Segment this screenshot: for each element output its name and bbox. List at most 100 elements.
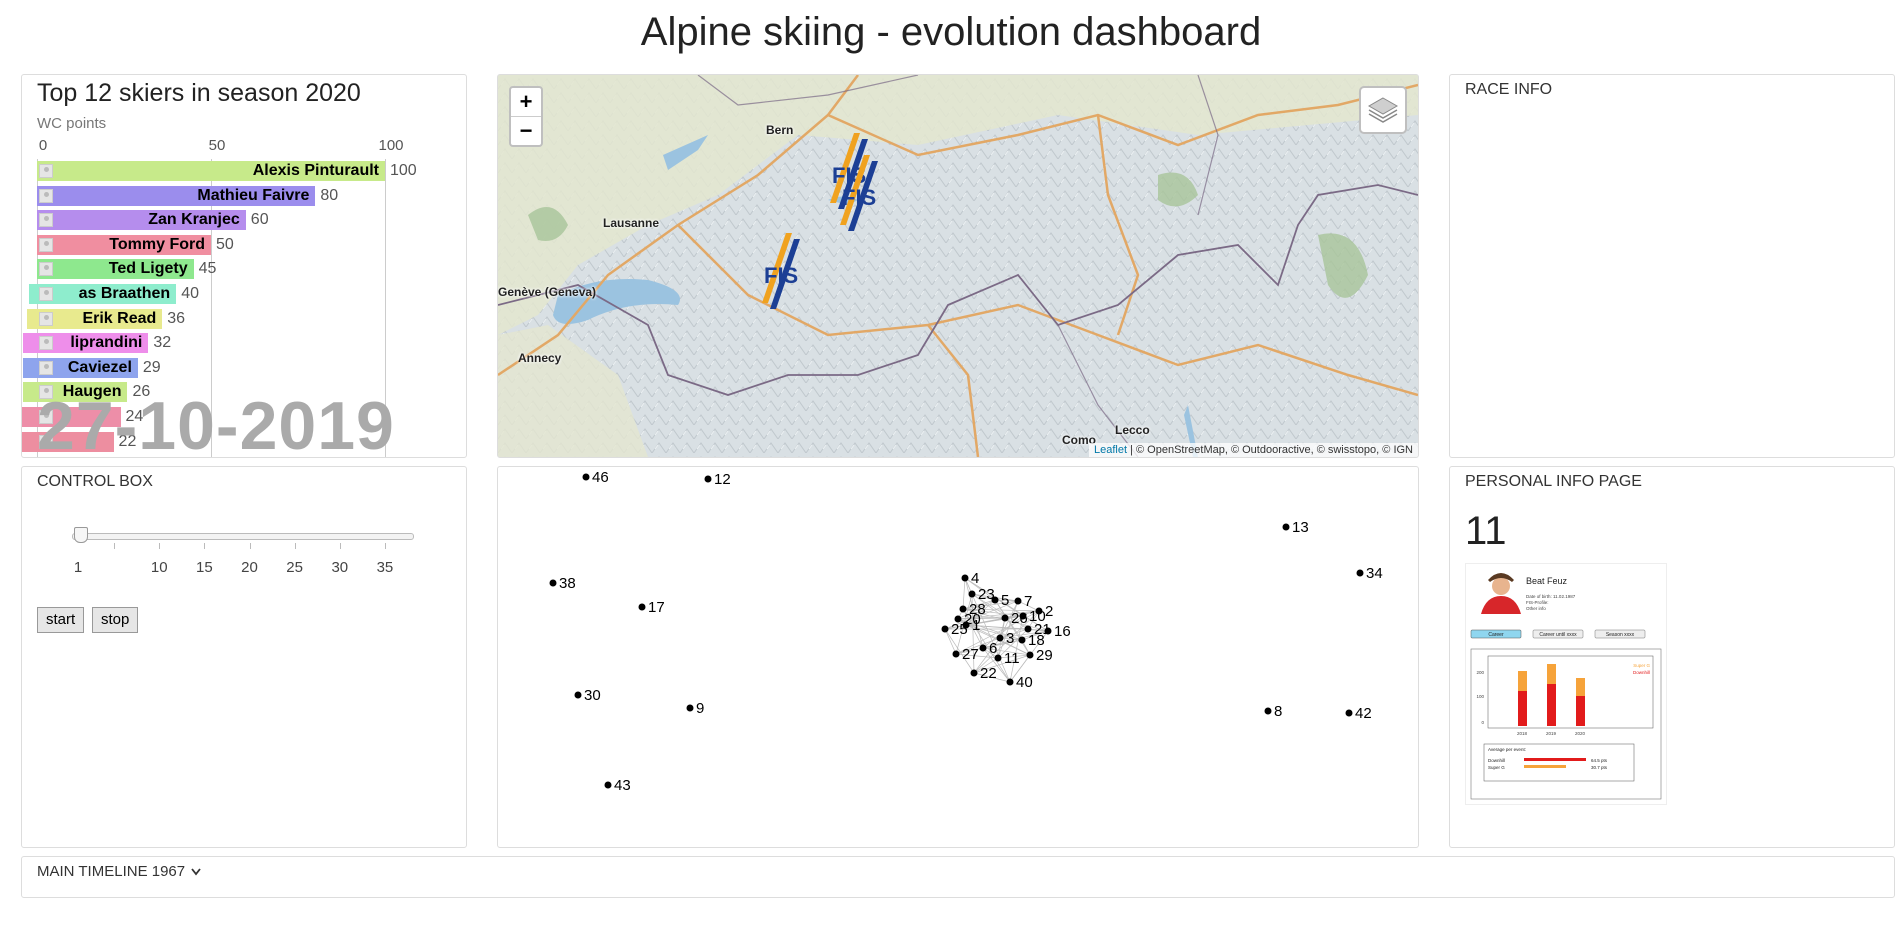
- skier-bar[interactable]: [22, 407, 121, 427]
- fis-marker[interactable]: FIS: [838, 155, 888, 235]
- svg-text:Super G: Super G: [1633, 663, 1650, 668]
- graph-edge: [962, 600, 1019, 610]
- skier-bar[interactable]: Haugen: [23, 382, 128, 403]
- skier-name: Haugen: [62, 383, 122, 401]
- graph-node[interactable]: [979, 644, 987, 652]
- graph-node-label: 11: [1004, 650, 1020, 667]
- graph-node[interactable]: [638, 603, 646, 611]
- slider-label: 15: [196, 559, 213, 576]
- graph-node[interactable]: [994, 654, 1002, 662]
- fis-marker[interactable]: FIS: [828, 133, 878, 213]
- svg-text:Downhill: Downhill: [1633, 670, 1650, 675]
- graph-node[interactable]: [1006, 678, 1014, 686]
- graph-node[interactable]: [582, 473, 590, 481]
- slider-tick: [249, 543, 251, 549]
- graph-node[interactable]: [549, 579, 557, 587]
- skier-points: 40: [181, 285, 199, 302]
- skier-bar[interactable]: as Braathen: [29, 284, 177, 304]
- graph-node[interactable]: [1035, 607, 1043, 615]
- profile-name: Beat Feuz: [1526, 576, 1568, 586]
- skier-points: 36: [167, 309, 186, 327]
- skier-bar[interactable]: liprandini: [23, 333, 149, 354]
- graph-node[interactable]: [952, 650, 960, 658]
- graph-node[interactable]: [574, 691, 582, 699]
- skier-avatar-icon: [39, 410, 53, 424]
- graph-node[interactable]: [968, 590, 976, 598]
- graph-node[interactable]: [1264, 707, 1272, 715]
- graph-node[interactable]: [686, 704, 694, 712]
- graph-node[interactable]: [996, 634, 1004, 642]
- race-slider-handle[interactable]: [74, 527, 88, 543]
- graph-edge: [973, 637, 1001, 674]
- slider-label: 1: [73, 559, 83, 576]
- skier-bar[interactable]: Caviezel: [23, 357, 138, 378]
- graph-node[interactable]: [991, 596, 999, 604]
- graph-node[interactable]: [1345, 709, 1353, 717]
- skier-bar[interactable]: Erik Read: [27, 308, 163, 329]
- bar-chart-title: Top 12 skiers in season 2020: [37, 79, 361, 107]
- graph-edge: [964, 577, 984, 649]
- skier-avatar-icon: [39, 311, 53, 326]
- graph-edge: [962, 608, 1040, 612]
- graph-node[interactable]: [970, 669, 978, 677]
- skier-avatar-icon: [39, 360, 53, 375]
- graph-node-label: 22: [980, 665, 997, 682]
- graph-edge: [994, 599, 1019, 602]
- graph-node[interactable]: [1282, 523, 1290, 531]
- slider-label: 10: [150, 559, 168, 576]
- skier-bar[interactable]: Ted Ligety: [37, 259, 194, 280]
- graph-node[interactable]: [1019, 612, 1027, 620]
- graph-edge: [999, 637, 1023, 641]
- career-bar-downhill: [1547, 684, 1556, 726]
- stop-button[interactable]: stop: [92, 607, 139, 633]
- skier-name: Zan Kranjec: [148, 211, 240, 229]
- zoom-control: + −: [509, 86, 543, 147]
- svg-text:Average per event:: Average per event:: [1488, 747, 1526, 752]
- graph-node[interactable]: [1356, 569, 1364, 577]
- skier-points: 26: [132, 383, 151, 401]
- race-slider-track[interactable]: [72, 533, 414, 540]
- graph-edge: [955, 637, 1001, 655]
- graph-node[interactable]: [1044, 627, 1052, 635]
- svg-text:0: 0: [1481, 720, 1484, 725]
- skier-bar[interactable]: Tommy Ford: [37, 234, 211, 255]
- graph-node[interactable]: [604, 781, 612, 789]
- profile-other: Other info: [1526, 606, 1546, 611]
- skier-bar[interactable]: Zan Kranjec: [37, 210, 246, 231]
- slider-label: 35: [376, 559, 394, 576]
- start-button[interactable]: start: [37, 607, 85, 633]
- graph-node-label: 23: [978, 586, 995, 603]
- graph-node[interactable]: [959, 605, 967, 613]
- slider-tick: [384, 543, 386, 549]
- graph-node[interactable]: [1026, 651, 1034, 659]
- leaflet-link[interactable]: Leaflet: [1094, 444, 1128, 456]
- zoom-in-button[interactable]: +: [519, 89, 533, 114]
- chevron-down-icon: [191, 863, 201, 880]
- svg-text:Super G: Super G: [1488, 765, 1505, 770]
- skier-name: Tommy Ford: [109, 235, 205, 253]
- fis-marker[interactable]: FIS: [760, 233, 810, 313]
- graph-node[interactable]: [961, 574, 969, 582]
- graph-node[interactable]: [1014, 597, 1022, 605]
- graph-edge: [955, 653, 999, 659]
- graph-node[interactable]: [962, 621, 970, 629]
- graph-node[interactable]: [1018, 636, 1026, 644]
- graph-node[interactable]: [954, 615, 962, 623]
- graph-node[interactable]: [704, 475, 712, 483]
- skier-name: Ted Ligety: [108, 260, 188, 278]
- graph-node[interactable]: [1024, 625, 1032, 633]
- graph-node[interactable]: [1001, 614, 1009, 622]
- race-map[interactable]: Bern Lausanne Genève (Geneva) Annecy Com…: [497, 74, 1419, 458]
- graph-node[interactable]: [941, 625, 949, 633]
- skier-bar[interactable]: Mathieu Faivre: [37, 185, 316, 206]
- network-graph-panel: 46 12 13 34 38 17 4 23 5 7 28 2 20 26 10 25 1 21 16 3 18 27 6 1…: [497, 466, 1419, 848]
- skier-bar[interactable]: [22, 431, 114, 452]
- main-timeline-toggle[interactable]: MAIN TIMELINE 1967: [37, 863, 201, 880]
- layers-button[interactable]: [1359, 86, 1407, 134]
- skier-avatar-icon: [39, 336, 53, 351]
- graph-edge: [971, 593, 975, 674]
- graph-edge: [964, 577, 1049, 632]
- zoom-out-button[interactable]: −: [511, 116, 541, 145]
- skier-bar[interactable]: Alexis Pinturault: [37, 161, 385, 181]
